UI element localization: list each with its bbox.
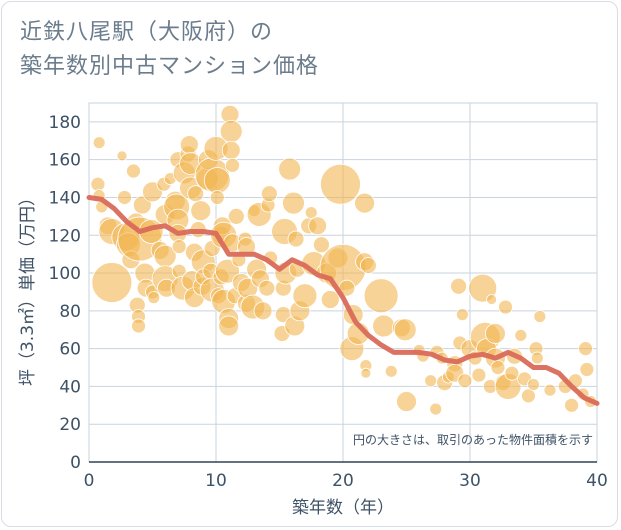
data-bubble xyxy=(457,373,473,389)
data-bubble xyxy=(543,383,557,397)
y-tick-label: 180 xyxy=(49,113,81,133)
y-tick-label: 0 xyxy=(70,453,81,473)
data-bubble xyxy=(490,360,506,375)
data-bubble xyxy=(117,190,132,205)
data-bubble xyxy=(308,216,328,236)
data-bubble xyxy=(287,230,305,248)
y-tick-label: 100 xyxy=(49,264,81,284)
data-bubble xyxy=(504,365,520,381)
axes: 0 10 20 30 40 0 20 40 60 80 100 120 140 160 180 xyxy=(49,113,608,491)
x-tick-label: 0 xyxy=(84,471,95,491)
chart-title-line1: 近鉄八尾駅（大阪府）の xyxy=(20,20,274,45)
chart-note: 円の大きさは、取引のあった物件面積を示す xyxy=(353,432,593,447)
y-tick-label: 140 xyxy=(49,188,81,208)
data-bubble xyxy=(90,176,106,192)
data-bubble xyxy=(179,135,199,154)
chart-title: 近鉄八尾駅（大阪府）の 築年数別中古マンション価格 xyxy=(20,16,319,84)
x-tick-label: 30 xyxy=(459,471,481,491)
data-bubble xyxy=(258,279,276,297)
data-bubble xyxy=(171,239,187,255)
y-tick-label: 40 xyxy=(59,377,81,397)
data-bubble xyxy=(393,318,417,342)
data-bubble xyxy=(527,378,540,391)
data-bubble xyxy=(384,364,398,378)
data-bubble xyxy=(203,167,231,194)
data-bubble xyxy=(116,150,128,162)
data-bubble xyxy=(126,163,141,179)
data-bubble xyxy=(221,140,241,160)
data-bubble xyxy=(278,157,302,181)
data-bubble xyxy=(147,291,161,305)
data-bubble xyxy=(225,157,240,173)
trend-line xyxy=(86,195,600,406)
data-bubble xyxy=(359,257,377,274)
data-bubble xyxy=(471,367,487,383)
x-tick-label: 10 xyxy=(205,471,227,491)
data-bubble xyxy=(424,374,438,388)
bubble-series xyxy=(90,104,598,416)
data-bubble xyxy=(429,402,443,416)
x-tick-label: 40 xyxy=(586,471,608,491)
x-axis-title: 築年数（年） xyxy=(292,498,394,518)
y-tick-label: 160 xyxy=(49,151,81,171)
data-bubble xyxy=(450,277,467,295)
data-bubble xyxy=(131,318,146,334)
data-bubble xyxy=(92,136,106,150)
y-tick-label: 120 xyxy=(49,226,81,246)
y-tick-label: 80 xyxy=(59,302,81,322)
data-bubble xyxy=(304,206,318,219)
data-bubble xyxy=(396,391,417,412)
data-bubble xyxy=(292,283,318,309)
data-bubble xyxy=(498,299,513,315)
data-bubble xyxy=(354,192,375,214)
data-bubble xyxy=(320,290,340,309)
data-bubble xyxy=(363,278,399,314)
data-bubble xyxy=(227,207,245,225)
data-bubble xyxy=(486,294,497,305)
data-bubble xyxy=(282,191,305,215)
data-bubble xyxy=(209,190,225,205)
data-bubble xyxy=(313,236,330,254)
data-bubble xyxy=(190,200,212,222)
data-bubble xyxy=(218,315,240,337)
data-bubble xyxy=(533,310,547,323)
trend-series xyxy=(86,195,600,406)
data-bubble xyxy=(579,362,595,377)
y-tick-label: 20 xyxy=(59,415,81,435)
data-bubble xyxy=(484,323,506,344)
data-bubble xyxy=(578,341,593,357)
data-bubble xyxy=(564,397,579,413)
data-bubble xyxy=(372,314,396,338)
y-axis-title: 坪（3.3㎡）単価（万円） xyxy=(18,189,38,386)
data-bubble xyxy=(514,329,528,342)
data-bubble xyxy=(215,258,240,284)
data-bubble xyxy=(320,163,361,205)
chart-title-line2: 築年数別中古マンション価格 xyxy=(20,54,320,79)
data-bubble xyxy=(455,308,469,322)
data-bubble xyxy=(219,119,243,143)
data-bubble xyxy=(91,262,133,303)
data-bubble xyxy=(260,185,278,203)
x-tick-label: 20 xyxy=(332,471,354,491)
data-bubble xyxy=(521,388,536,404)
y-tick-label: 60 xyxy=(59,340,81,360)
data-bubble xyxy=(360,367,372,379)
data-bubble xyxy=(530,351,544,365)
data-bubble xyxy=(132,195,152,215)
data-bubble xyxy=(253,301,273,321)
